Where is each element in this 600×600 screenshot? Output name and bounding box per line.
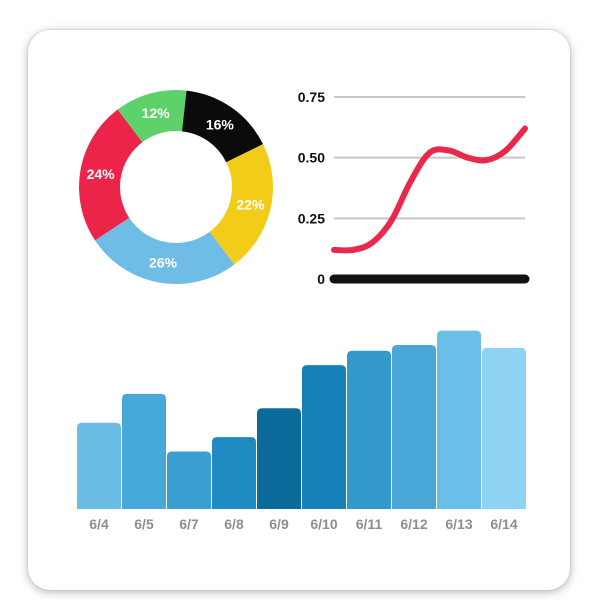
donut-slice-label: 24% — [87, 166, 116, 182]
bar-category-label: 6/4 — [89, 516, 109, 532]
donut-slice — [182, 90, 264, 163]
bar-category-label: 6/8 — [224, 516, 244, 532]
bar-category-label: 6/14 — [490, 516, 517, 532]
bar-category-label: 6/11 — [356, 516, 383, 532]
donut-slice — [79, 109, 143, 241]
line-chart-ytick: 0.75 — [298, 89, 325, 105]
bar — [347, 350, 391, 509]
bar-category-label: 6/5 — [134, 516, 154, 532]
bar-category-label: 6/13 — [445, 516, 472, 532]
bar-category-label: 6/7 — [179, 516, 199, 532]
bar-category-label: 6/12 — [400, 516, 427, 532]
donut-slice-label: 26% — [149, 254, 178, 270]
bar-category-label: 6/10 — [310, 516, 337, 532]
bar — [257, 408, 301, 509]
bar — [122, 393, 166, 509]
line-chart-ytick: 0.50 — [298, 150, 325, 166]
bar-category-label: 6/9 — [269, 516, 289, 532]
bar-chart: 6/4 6/5 6/7 6/8 6/9 6/10 6/11 6/12 6/13 6/14 — [77, 330, 526, 532]
line-chart-ytick: 0.25 — [298, 210, 325, 226]
bar — [392, 345, 436, 509]
bar — [167, 451, 211, 509]
donut-slice-label: 22% — [236, 197, 265, 213]
line-chart: 0 0.25 0.50 0.75 — [298, 89, 530, 287]
bar — [212, 437, 256, 509]
donut-slice — [95, 217, 235, 284]
bar — [482, 347, 526, 509]
donut-slice-label: 12% — [142, 105, 171, 121]
bar — [77, 422, 121, 509]
bar — [437, 330, 481, 509]
line-series — [331, 125, 528, 254]
donut-slice — [209, 144, 273, 265]
donut-slice-label: 16% — [206, 116, 235, 132]
donut-chart: 12% 16% 22% 26% 24% — [79, 90, 273, 284]
bar — [302, 365, 346, 509]
donut-slice — [117, 90, 187, 143]
line-chart-ytick: 0 — [317, 271, 325, 287]
